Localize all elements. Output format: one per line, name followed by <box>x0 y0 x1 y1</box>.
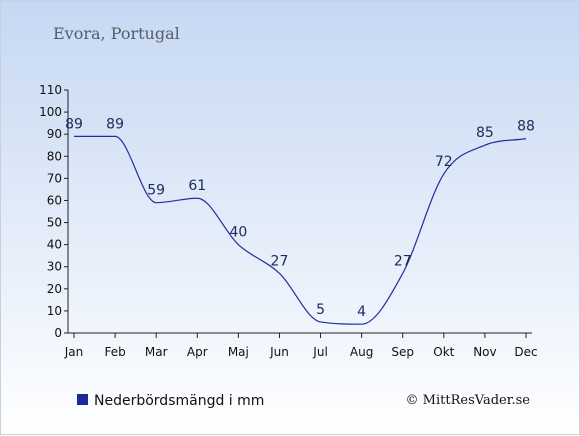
data-label: 89 <box>65 116 83 132</box>
y-axis: 0 10 20 30 40 50 60 70 80 90 100 110 <box>39 83 69 340</box>
x-tick-label: Jun <box>269 345 289 359</box>
x-tick-label: Apr <box>187 345 208 359</box>
data-label: 72 <box>435 154 453 170</box>
y-tick-label: 90 <box>47 127 62 141</box>
data-label: 27 <box>271 253 289 269</box>
legend-swatch <box>77 394 88 405</box>
y-tick-label: 10 <box>47 304 62 318</box>
y-tick-label: 30 <box>47 260 62 274</box>
data-label: 5 <box>316 302 325 318</box>
y-tick-label: 70 <box>47 171 62 185</box>
x-tick-label: Feb <box>104 345 125 359</box>
x-tick-label: Maj <box>228 345 249 359</box>
y-tick-label: 40 <box>47 238 62 252</box>
x-tick-label: Okt <box>433 345 454 359</box>
y-tick-label: 20 <box>47 282 62 296</box>
series-layer <box>73 135 527 325</box>
data-label: 59 <box>147 183 165 199</box>
data-label: 27 <box>394 253 412 269</box>
chart-title: Evora, Portugal <box>53 24 180 43</box>
data-label: 61 <box>188 178 206 194</box>
legend-label: Nederbördsmängd i mm <box>94 393 264 409</box>
x-axis: Jan Feb Mar Apr Maj Jun Jul Aug Sep Okt Nov Dec <box>64 332 538 359</box>
y-tick-label: 0 <box>54 326 62 340</box>
x-tick-label: Dec <box>514 345 537 359</box>
copyright-text: © MittResVader.se <box>406 393 531 408</box>
x-tick-label: Aug <box>350 345 373 359</box>
data-label: 40 <box>229 225 247 241</box>
data-label: 85 <box>476 125 494 141</box>
x-tick-label: Jan <box>64 345 84 359</box>
x-tick-label: Nov <box>473 345 496 359</box>
y-tick-label: 60 <box>47 193 62 207</box>
data-label: 89 <box>106 116 124 132</box>
y-tick-label: 80 <box>47 149 62 163</box>
y-tick-label: 50 <box>47 216 62 230</box>
data-label: 4 <box>357 304 366 320</box>
data-label: 88 <box>517 119 535 135</box>
x-tick-label: Mar <box>145 345 168 359</box>
series-line <box>73 135 527 325</box>
x-tick-label: Sep <box>391 345 414 359</box>
data-labels: 89 89 59 61 40 27 5 4 27 72 85 88 <box>65 116 535 320</box>
x-tick-label: Jul <box>312 345 327 359</box>
y-tick-label: 100 <box>39 105 62 119</box>
y-tick-label: 110 <box>39 83 62 97</box>
